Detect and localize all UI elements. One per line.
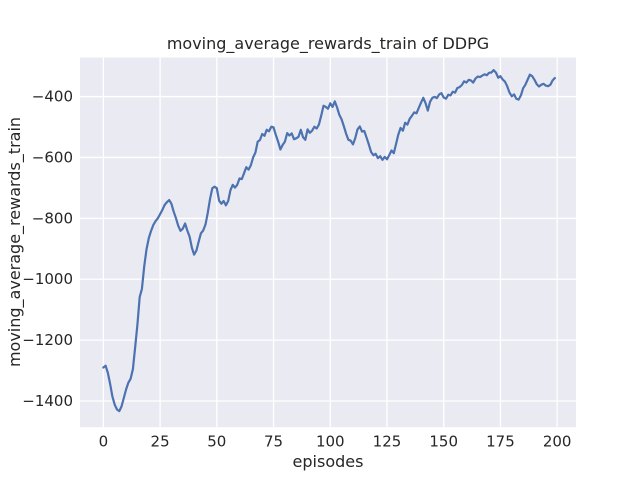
x-tick-label: 50 bbox=[207, 433, 226, 451]
y-tick-labels: −400 −600 −800 −1000 −1200 −1400 bbox=[22, 88, 73, 410]
x-tick-label: 100 bbox=[316, 433, 345, 451]
gridlines bbox=[80, 57, 576, 428]
y-tick-label: −400 bbox=[32, 88, 73, 106]
y-tick-label: −1400 bbox=[22, 392, 73, 410]
x-tick-label: 175 bbox=[486, 433, 515, 451]
y-tick-label: −800 bbox=[32, 209, 73, 227]
x-tick-label: 125 bbox=[373, 433, 402, 451]
x-tick-label: 75 bbox=[264, 433, 283, 451]
plot-area bbox=[80, 57, 576, 428]
x-tick-label: 150 bbox=[429, 433, 458, 451]
y-tick-label: −1200 bbox=[22, 331, 73, 349]
y-axis-label: moving_average_rewards_train bbox=[5, 117, 25, 367]
x-tick-label: 200 bbox=[543, 433, 572, 451]
y-tick-label: −1000 bbox=[22, 270, 73, 288]
x-tick-label: 0 bbox=[99, 433, 109, 451]
x-tick-label: 25 bbox=[151, 433, 170, 451]
rewards-line-series bbox=[102, 68, 557, 413]
chart-title: moving_average_rewards_train of DDPG bbox=[167, 34, 489, 54]
y-tick-label: −600 bbox=[32, 148, 73, 166]
x-axis-label: episodes bbox=[293, 452, 364, 471]
x-tick-labels: 0 25 50 75 100 125 150 175 200 bbox=[99, 433, 572, 451]
